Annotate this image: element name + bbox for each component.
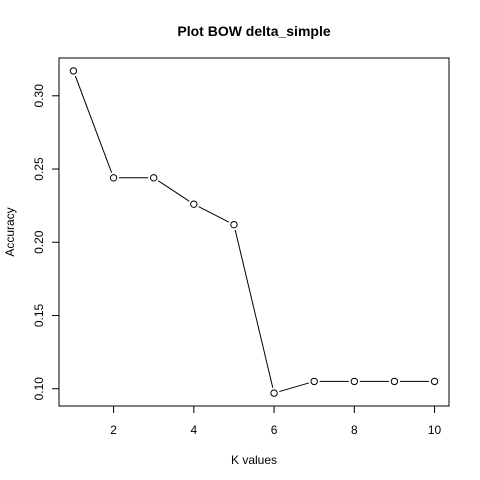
- x-axis: 2 4 6 8 10: [110, 406, 442, 437]
- line-segment: [279, 382, 310, 393]
- x-tick-label: 4: [190, 423, 197, 437]
- chart-title: Plot BOW delta_simple: [177, 23, 330, 39]
- data-line: [74, 75, 430, 393]
- y-tick-label: 0.30: [32, 84, 46, 108]
- y-tick-label: 0.20: [32, 230, 46, 254]
- data-point: [270, 389, 278, 397]
- data-point: [350, 377, 359, 386]
- x-tick-label: 2: [110, 423, 117, 437]
- data-point: [149, 174, 158, 182]
- data-point: [109, 174, 118, 182]
- y-axis-label: Accuracy: [3, 207, 17, 256]
- y-tick-label: 0.10: [32, 377, 46, 401]
- y-axis: 0.10 0.15 0.20 0.25 0.30: [32, 84, 59, 401]
- data-point: [69, 67, 78, 75]
- x-tick-label: 8: [351, 423, 358, 437]
- line-segment: [74, 75, 113, 173]
- x-tick-label: 6: [271, 423, 278, 437]
- data-point: [310, 377, 318, 386]
- x-axis-label: K values: [231, 453, 277, 467]
- data-point: [390, 377, 399, 386]
- x-tick-label: 10: [428, 423, 442, 437]
- data-point: [190, 200, 198, 208]
- plot-frame: [58, 57, 450, 407]
- y-tick-label: 0.25: [32, 157, 46, 181]
- line-segment: [234, 229, 274, 388]
- data-points: [69, 67, 439, 397]
- line-segment: [158, 180, 190, 202]
- line-segment: [198, 206, 230, 223]
- y-tick-label: 0.15: [32, 303, 46, 327]
- data-point: [430, 377, 439, 386]
- data-point: [230, 220, 238, 229]
